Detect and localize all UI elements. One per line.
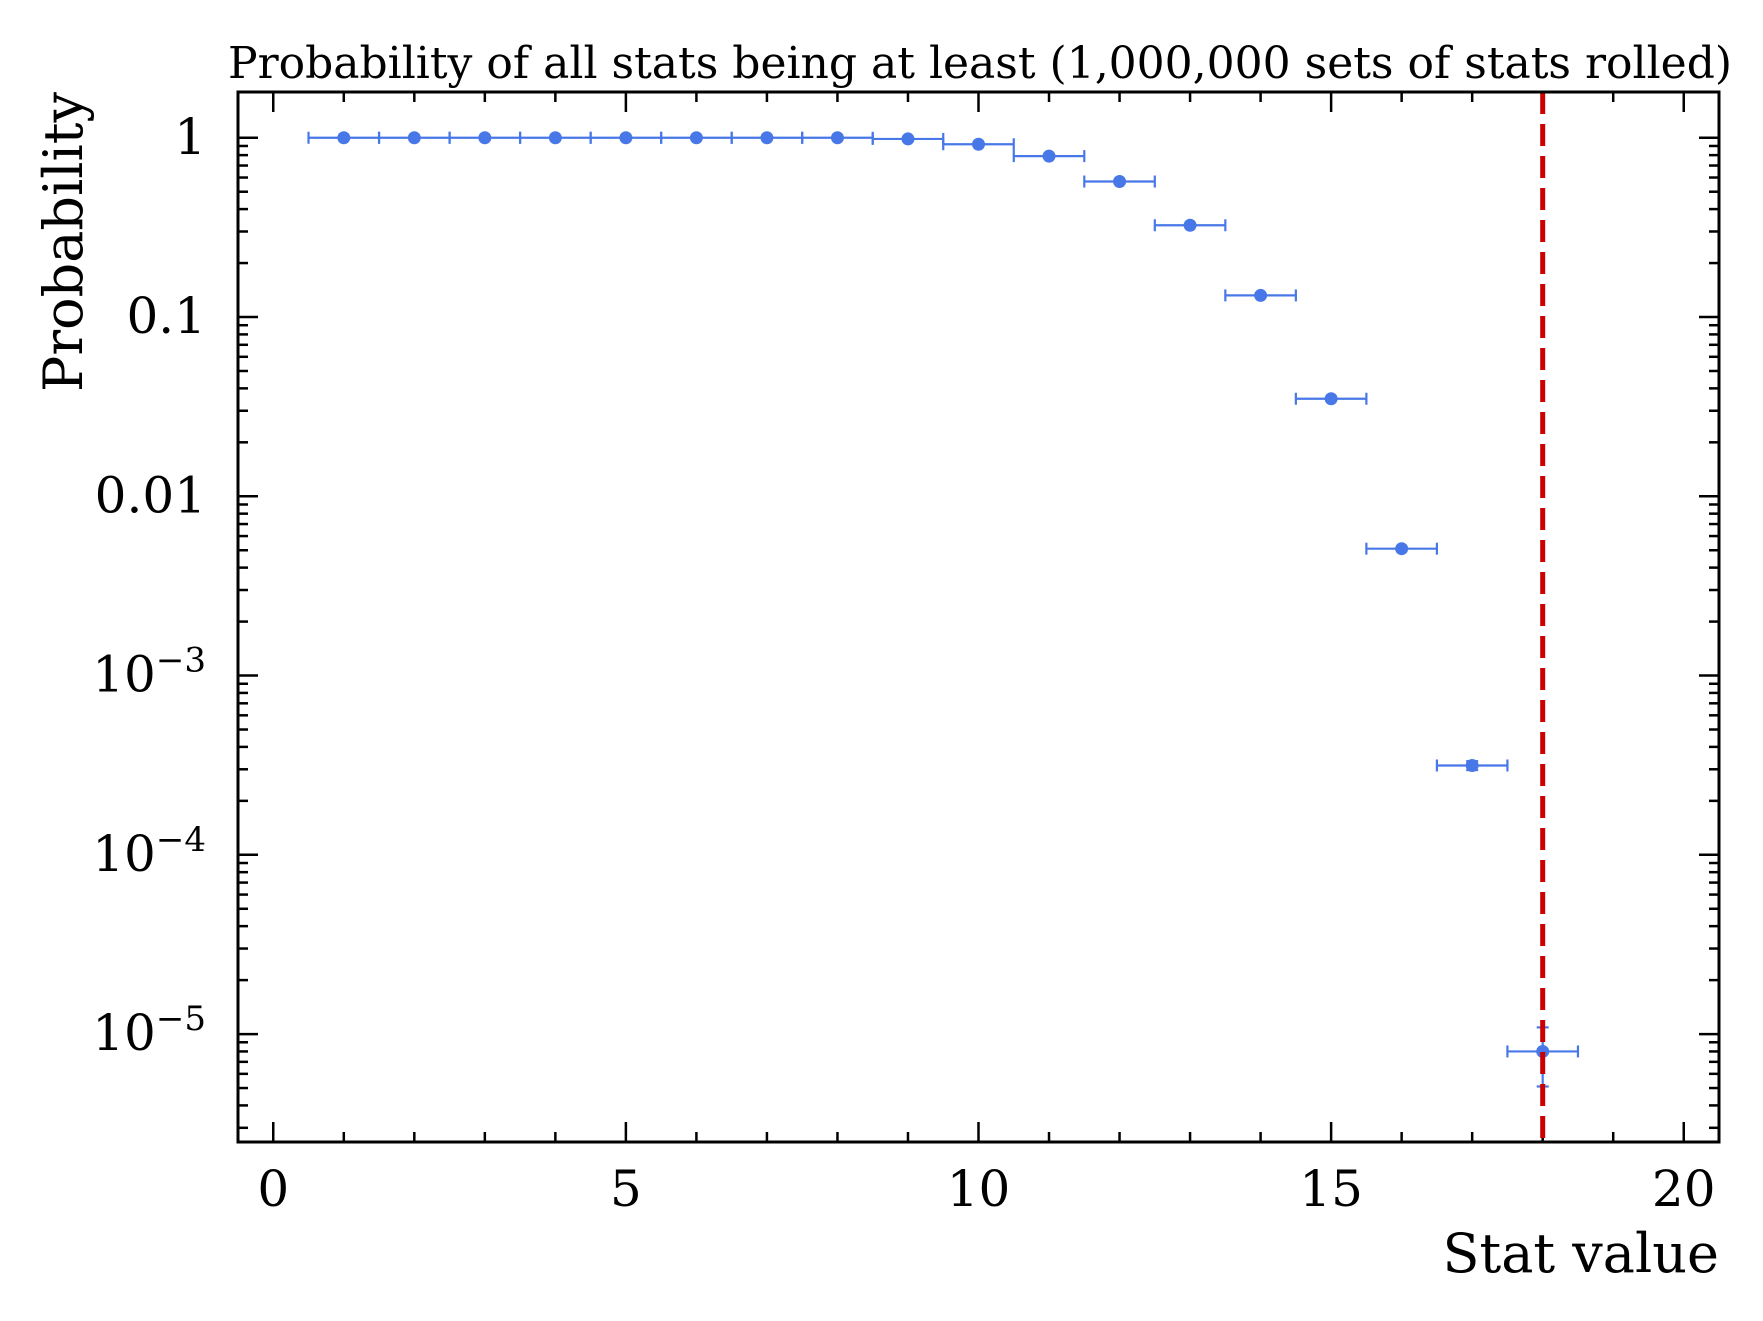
x-tick-label: 15 <box>1299 1160 1363 1218</box>
y-tick-label: 10−4 <box>92 820 206 883</box>
data-point <box>1113 175 1127 189</box>
data-point <box>1465 758 1479 772</box>
data-point <box>1536 1044 1550 1058</box>
y-tick-label: 10−3 <box>92 641 206 704</box>
axis-ticks <box>238 92 1719 1142</box>
x-tick-label: 10 <box>947 1160 1011 1218</box>
y-axis-label: Probability <box>32 92 95 392</box>
x-tick-label: 5 <box>610 1160 642 1218</box>
data-point <box>1324 392 1338 406</box>
y-tick-label: 10−5 <box>92 999 206 1062</box>
data-point <box>972 137 985 151</box>
y-tick-label: 0.1 <box>126 287 206 345</box>
data-point <box>830 131 844 145</box>
data-series <box>307 131 1580 1088</box>
data-point <box>1183 218 1197 232</box>
data-point <box>1395 542 1409 556</box>
data-point <box>689 131 703 145</box>
y-tick-label: 1 <box>174 108 206 166</box>
y-tick-label: 0.01 <box>95 466 206 524</box>
x-tick-label: 20 <box>1652 1160 1716 1218</box>
data-point <box>1254 288 1268 302</box>
x-axis-label: Stat value <box>1443 1222 1719 1285</box>
plot-frame <box>236 90 1721 1144</box>
chart-title: Probability of all stats being at least … <box>228 38 1732 89</box>
data-point <box>548 131 562 145</box>
x-tick-label: 0 <box>257 1160 289 1218</box>
data-point <box>478 131 492 145</box>
data-point <box>619 131 633 145</box>
data-point <box>760 131 774 145</box>
data-point <box>337 131 351 145</box>
data-point <box>407 131 421 145</box>
data-point <box>901 132 915 146</box>
tick-labels: 0 5 10 15 20 1 0.1 0.01 10−3 10−4 10−5 <box>92 108 1715 1218</box>
data-point <box>1042 149 1056 163</box>
